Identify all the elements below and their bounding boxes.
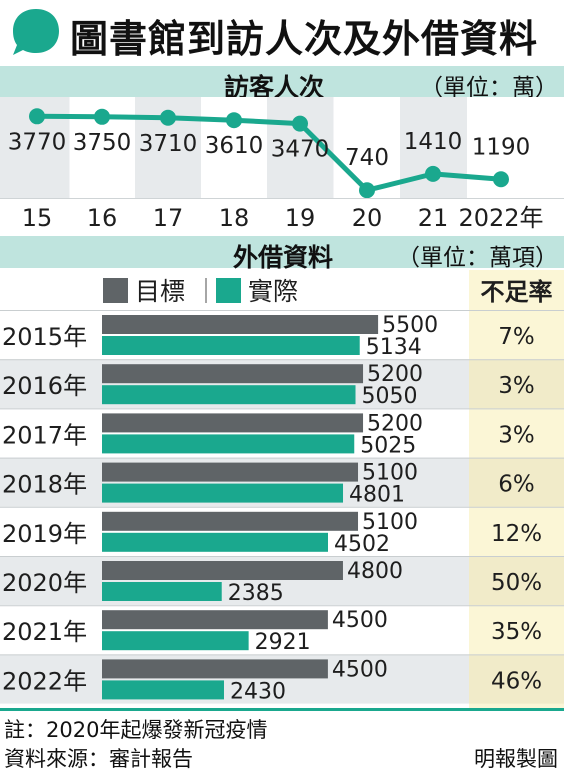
target-value-label: 5200: [367, 362, 423, 387]
x-tick-label: 15: [22, 204, 53, 232]
actual-value-label: 4801: [349, 483, 405, 508]
target-bar: [102, 364, 364, 384]
visitors-point-15: [29, 108, 45, 125]
page-title: 圖書館到訪人次及外借資料: [70, 17, 539, 61]
visitors-value-label: 3610: [205, 133, 264, 159]
actual-value-label: 5025: [360, 433, 416, 458]
footnote: 註：2020年起爆發新冠疫情: [4, 718, 268, 742]
shortfall-value: 12%: [491, 521, 542, 547]
title-bar: 圖書館到訪人次及外借資料: [0, 0, 564, 66]
target-value-label: 5100: [362, 461, 418, 486]
visitors-point-21: [425, 165, 441, 182]
x-tick-label: 20: [352, 204, 383, 232]
visitors-point-19: [292, 115, 308, 132]
visitors-value-label: 3470: [271, 137, 330, 163]
shortfall-stripe: [469, 359, 564, 409]
target-bar: [102, 315, 379, 334]
visitors-series-line: [36, 113, 502, 193]
visitors-point-17: [160, 109, 176, 126]
actual-value-label: 2921: [255, 630, 311, 655]
actual-bar: [102, 336, 360, 355]
shortfall-value: 35%: [491, 619, 542, 645]
x-tick-label: 2022年: [458, 204, 543, 232]
category-label: 2017年: [2, 421, 87, 449]
category-label: 2020年: [2, 569, 87, 597]
visitors-point-20: [359, 182, 375, 199]
visitors-point-2022年: [493, 171, 509, 188]
actual-value-label: 2385: [228, 581, 284, 606]
target-value-label: 4500: [332, 608, 388, 633]
x-tick-label: 17: [153, 204, 184, 232]
actual-bar: [102, 385, 356, 405]
shortfall-value: 6%: [498, 472, 535, 498]
line-stripe: [333, 97, 400, 198]
target-bar: [102, 610, 328, 630]
category-label: 2022年: [2, 667, 87, 695]
visitors-value-label: 3710: [139, 131, 198, 157]
shortfall-value: 3%: [498, 373, 535, 399]
footer-rule: [0, 708, 564, 711]
category-label: 2019年: [2, 520, 87, 548]
shortfall-value: 46%: [491, 668, 542, 694]
visitors-point-18: [226, 112, 242, 129]
visitors-value-label: 1190: [472, 134, 531, 160]
x-tick-label: 18: [219, 204, 250, 232]
target-value-label: 5500: [382, 313, 438, 338]
credit: 明報製圖: [474, 747, 558, 771]
x-tick-label: 21: [418, 204, 449, 232]
shortfall-value: 7%: [498, 324, 535, 350]
visitors-value-label: 1410: [404, 129, 463, 155]
target-bar: [102, 659, 328, 679]
target-bar: [102, 511, 359, 531]
target-bar: [102, 462, 359, 482]
shortfall-stripe: [469, 654, 564, 704]
visitors-value-label: 3750: [73, 130, 132, 156]
actual-bar: [102, 434, 355, 454]
x-axis-band: [0, 198, 564, 232]
shortfall-stripe: [469, 457, 564, 507]
loans-unit: （單位：萬項）: [397, 245, 558, 271]
actual-bar: [102, 680, 224, 700]
x-tick-label: 16: [87, 204, 118, 232]
target-value-label: 5100: [362, 510, 418, 535]
category-label: 2018年: [2, 471, 87, 499]
actual-value-label: 2430: [230, 679, 286, 704]
actual-bar: [102, 582, 222, 601]
actual-value-label: 4502: [334, 532, 390, 557]
legend-target-label: 目標: [135, 277, 185, 306]
legend-actual-label: 實際: [248, 277, 298, 306]
actual-bar: [102, 631, 249, 651]
speech-bubble-icon: [13, 9, 59, 55]
x-tick-label: 19: [285, 204, 316, 232]
actual-value-label: 5134: [366, 335, 422, 360]
visitors-header: 訪客人次 （單位：萬）: [0, 66, 564, 102]
shortfall-stripe: [469, 556, 564, 606]
category-label: 2021年: [2, 618, 87, 646]
shortfall-header: 不足率: [481, 278, 553, 306]
target-bar: [102, 561, 343, 580]
shortfall-value: 3%: [498, 422, 535, 448]
shortfall-value: 50%: [491, 570, 542, 596]
target-bar: [102, 413, 364, 433]
visitors-point-16: [94, 108, 110, 125]
legend-actual-swatch: [216, 278, 241, 303]
legend-target-swatch: [103, 278, 128, 303]
loans-title: 外借資料: [233, 243, 334, 272]
target-value-label: 4500: [332, 657, 388, 682]
source-note: 資料來源：審計報告: [4, 747, 193, 771]
actual-value-label: 5050: [362, 384, 418, 409]
visitors-value-label: 3770: [8, 129, 67, 155]
category-label: 2016年: [2, 372, 87, 400]
visitors-unit: （單位：萬）: [420, 75, 558, 101]
visitors-line-chart: 3770 3750 3710 3610 3470 740 1410 1190 15 16 17 18 1…: [0, 97, 564, 232]
actual-bar: [102, 483, 344, 503]
visitors-value-label: 740: [345, 145, 389, 171]
target-value-label: 4800: [347, 559, 403, 584]
category-label: 2015年: [2, 323, 87, 351]
actual-bar: [102, 532, 329, 552]
line-stripe: [467, 97, 564, 198]
target-value-label: 5200: [367, 411, 423, 436]
loans-header: 外借資料 （單位：萬項）: [0, 236, 564, 272]
